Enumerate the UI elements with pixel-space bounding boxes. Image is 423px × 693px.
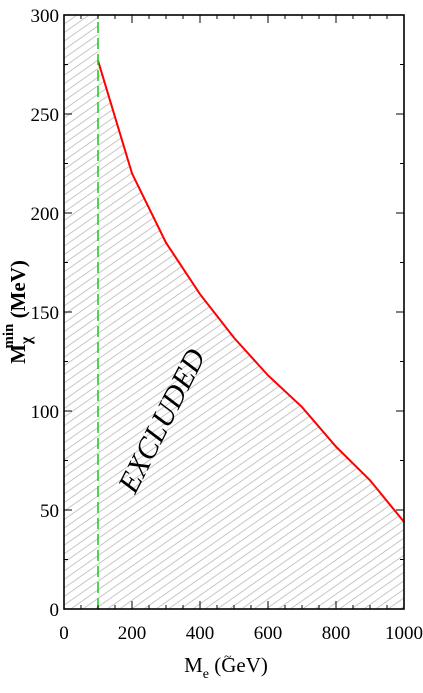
y-tick-label: 300 [31, 6, 60, 27]
x-tick-label: 200 [118, 623, 147, 644]
x-axis-tilde: ~ [224, 650, 232, 665]
y-tick-label: 100 [31, 402, 60, 423]
x-tick-label: 800 [322, 623, 351, 644]
y-tick-label: 200 [31, 204, 60, 225]
x-axis-label: Me (GeV) [184, 653, 268, 682]
excluded-region [64, 15, 404, 609]
y-tick-label: 150 [31, 303, 60, 324]
x-tick-label: 1000 [385, 623, 423, 644]
y-axis-label-text: Mχmin (MeV) [1, 260, 35, 364]
x-tick-label: 0 [59, 623, 69, 644]
x-tick-label: 400 [186, 623, 215, 644]
y-tick-label: 50 [40, 501, 59, 522]
y-tick-label: 0 [50, 600, 60, 621]
x-tick-label: 600 [254, 623, 283, 644]
y-axis-label: Mχmin (MeV) [1, 260, 35, 364]
min-mass-curve [97, 60, 405, 523]
y-tick-label: 250 [31, 105, 60, 126]
